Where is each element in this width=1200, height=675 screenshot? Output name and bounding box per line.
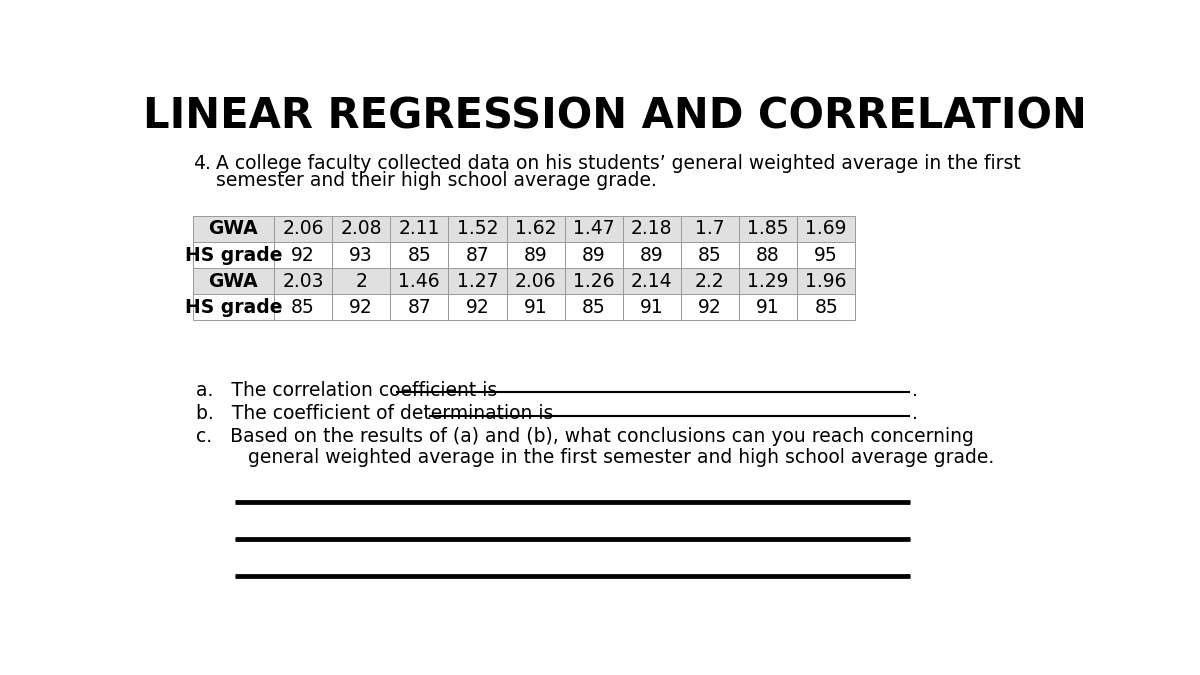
Text: 93: 93 bbox=[349, 246, 373, 265]
Bar bbox=[506, 294, 565, 321]
Text: 1.27: 1.27 bbox=[457, 272, 498, 291]
Text: 85: 85 bbox=[408, 246, 431, 265]
Text: 91: 91 bbox=[640, 298, 664, 317]
Bar bbox=[193, 242, 274, 268]
Text: 1.46: 1.46 bbox=[398, 272, 440, 291]
Bar bbox=[274, 268, 332, 294]
Bar bbox=[739, 216, 797, 242]
Text: 1.85: 1.85 bbox=[748, 219, 788, 238]
Text: 92: 92 bbox=[349, 298, 373, 317]
Text: 1.29: 1.29 bbox=[748, 272, 788, 291]
Bar bbox=[506, 268, 565, 294]
Text: 2.2: 2.2 bbox=[695, 272, 725, 291]
Bar bbox=[332, 294, 390, 321]
Text: 2.03: 2.03 bbox=[282, 272, 324, 291]
Text: 85: 85 bbox=[698, 246, 722, 265]
Bar bbox=[623, 268, 680, 294]
Bar bbox=[680, 216, 739, 242]
Bar bbox=[739, 242, 797, 268]
Text: 85: 85 bbox=[292, 298, 314, 317]
Text: 95: 95 bbox=[815, 246, 838, 265]
Text: 87: 87 bbox=[408, 298, 431, 317]
Text: 92: 92 bbox=[466, 298, 490, 317]
Bar bbox=[390, 216, 449, 242]
Bar bbox=[193, 268, 274, 294]
Bar bbox=[274, 294, 332, 321]
Bar bbox=[332, 268, 390, 294]
Text: b.   The coefficient of determination is: b. The coefficient of determination is bbox=[197, 404, 554, 423]
Bar bbox=[390, 242, 449, 268]
Text: 91: 91 bbox=[756, 298, 780, 317]
Text: 2.14: 2.14 bbox=[631, 272, 673, 291]
Bar bbox=[623, 294, 680, 321]
Text: 4.: 4. bbox=[193, 154, 210, 173]
Bar bbox=[506, 242, 565, 268]
Text: 1.69: 1.69 bbox=[805, 219, 847, 238]
Text: .: . bbox=[912, 404, 918, 423]
Text: 1.96: 1.96 bbox=[805, 272, 847, 291]
Text: 89: 89 bbox=[640, 246, 664, 265]
Text: .: . bbox=[912, 381, 918, 400]
Bar bbox=[680, 242, 739, 268]
Text: semester and their high school average grade.: semester and their high school average g… bbox=[216, 171, 656, 190]
Text: 2: 2 bbox=[355, 272, 367, 291]
Bar bbox=[565, 268, 623, 294]
Bar bbox=[332, 242, 390, 268]
Text: 92: 92 bbox=[698, 298, 722, 317]
Text: 2.06: 2.06 bbox=[282, 219, 324, 238]
Bar bbox=[449, 268, 506, 294]
Bar bbox=[449, 242, 506, 268]
Bar bbox=[390, 268, 449, 294]
Bar bbox=[623, 216, 680, 242]
Text: 88: 88 bbox=[756, 246, 780, 265]
Bar bbox=[449, 294, 506, 321]
Bar bbox=[797, 268, 856, 294]
Bar bbox=[680, 294, 739, 321]
Bar bbox=[565, 216, 623, 242]
Text: 2.11: 2.11 bbox=[398, 219, 440, 238]
Text: 2.08: 2.08 bbox=[341, 219, 382, 238]
Text: 89: 89 bbox=[582, 246, 606, 265]
Text: 85: 85 bbox=[815, 298, 838, 317]
Bar bbox=[797, 216, 856, 242]
Bar bbox=[274, 216, 332, 242]
Text: 92: 92 bbox=[292, 246, 314, 265]
Bar bbox=[797, 294, 856, 321]
Bar bbox=[274, 242, 332, 268]
Text: c.   Based on the results of (a) and (b), what conclusions can you reach concern: c. Based on the results of (a) and (b), … bbox=[197, 427, 974, 446]
Text: 2.06: 2.06 bbox=[515, 272, 557, 291]
Bar bbox=[623, 242, 680, 268]
Bar bbox=[797, 242, 856, 268]
Bar bbox=[193, 294, 274, 321]
Bar bbox=[506, 216, 565, 242]
Bar bbox=[449, 216, 506, 242]
Text: 89: 89 bbox=[523, 246, 547, 265]
Text: 91: 91 bbox=[523, 298, 547, 317]
Text: GWA: GWA bbox=[209, 272, 258, 291]
Text: 1.62: 1.62 bbox=[515, 219, 557, 238]
Bar bbox=[739, 268, 797, 294]
Text: 1.47: 1.47 bbox=[572, 219, 614, 238]
Text: a.   The correlation coefficient is: a. The correlation coefficient is bbox=[197, 381, 498, 400]
Text: HS grade: HS grade bbox=[185, 246, 282, 265]
Text: A college faculty collected data on his students’ general weighted average in th: A college faculty collected data on his … bbox=[216, 154, 1021, 173]
Text: 2.18: 2.18 bbox=[631, 219, 672, 238]
Bar bbox=[739, 294, 797, 321]
Text: general weighted average in the first semester and high school average grade.: general weighted average in the first se… bbox=[212, 448, 995, 466]
Text: 1.26: 1.26 bbox=[572, 272, 614, 291]
Bar bbox=[193, 216, 274, 242]
Bar bbox=[680, 268, 739, 294]
Text: GWA: GWA bbox=[209, 219, 258, 238]
Bar bbox=[565, 242, 623, 268]
Bar bbox=[390, 294, 449, 321]
Bar bbox=[332, 216, 390, 242]
Text: 1.7: 1.7 bbox=[695, 219, 725, 238]
Text: HS grade: HS grade bbox=[185, 298, 282, 317]
Text: 87: 87 bbox=[466, 246, 490, 265]
Text: LINEAR REGRESSION AND CORRELATION: LINEAR REGRESSION AND CORRELATION bbox=[143, 95, 1087, 138]
Bar bbox=[565, 294, 623, 321]
Text: 85: 85 bbox=[582, 298, 606, 317]
Text: 1.52: 1.52 bbox=[457, 219, 498, 238]
